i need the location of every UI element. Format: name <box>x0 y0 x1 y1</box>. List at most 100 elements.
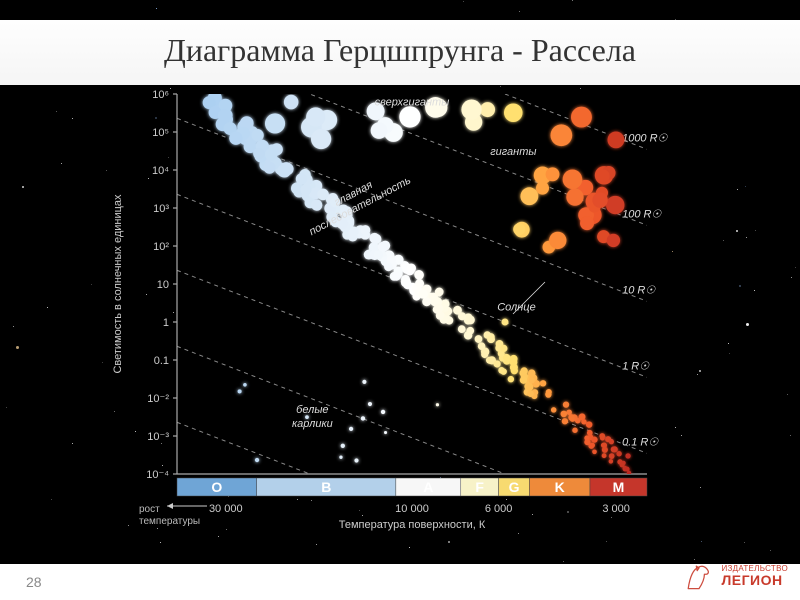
star-point <box>218 109 231 122</box>
star-point <box>435 288 444 297</box>
star-point <box>263 162 275 174</box>
star-point <box>265 113 285 133</box>
publisher-logo: ИЗДАТЕЛЬСТВО ЛЕГИОН <box>681 558 788 594</box>
svg-text:K: K <box>555 479 565 495</box>
svg-text:F: F <box>475 479 484 495</box>
svg-text:10⁻³: 10⁻³ <box>147 431 169 443</box>
star-point <box>368 402 372 406</box>
svg-text:Солнце: Солнце <box>497 302 535 314</box>
star-point <box>311 129 331 149</box>
star-point <box>339 456 342 459</box>
star-point <box>546 167 560 181</box>
star-point <box>529 377 535 383</box>
star-point <box>284 95 299 110</box>
star-point <box>590 443 595 448</box>
star-point <box>520 377 527 384</box>
star-point <box>520 367 527 374</box>
svg-text:O: O <box>211 479 222 495</box>
star-point <box>599 433 605 439</box>
star-point <box>243 383 247 387</box>
star-point <box>510 363 518 371</box>
svg-text:сверхгиганты: сверхгиганты <box>375 96 450 108</box>
star-point <box>360 225 370 235</box>
star-point <box>584 439 590 445</box>
star-point <box>311 199 322 210</box>
star-point <box>500 368 507 375</box>
star-point <box>601 443 606 448</box>
star-point <box>563 401 569 407</box>
star-point <box>296 173 307 184</box>
star-point <box>255 458 259 462</box>
star-point <box>566 188 583 205</box>
star-point <box>536 182 549 195</box>
star-point <box>392 272 401 281</box>
star-point <box>560 411 567 418</box>
svg-text:1: 1 <box>163 317 169 329</box>
svg-text:Температура поверхности, К: Температура поверхности, К <box>339 519 486 531</box>
svg-text:M: M <box>613 479 625 495</box>
svg-text:10: 10 <box>157 279 169 291</box>
slide-title: Диаграмма Герцшпрунга - Рассела <box>0 20 800 85</box>
star-point <box>458 312 466 320</box>
star-point <box>436 403 439 406</box>
star-point <box>528 369 536 377</box>
svg-text:температуры: температуры <box>139 516 200 527</box>
star-point <box>414 270 424 280</box>
star-point <box>586 421 593 428</box>
star-point <box>349 427 353 431</box>
bottom-bar <box>0 564 800 600</box>
star-point <box>317 189 329 201</box>
publisher-big: ЛЕГИОН <box>721 573 788 587</box>
star-point <box>568 414 574 420</box>
svg-text:1000 R☉: 1000 R☉ <box>622 132 668 144</box>
star-point <box>341 444 345 448</box>
svg-text:10 R☉: 10 R☉ <box>622 284 656 296</box>
star-point <box>384 431 387 434</box>
star-point <box>354 458 358 462</box>
star-point <box>300 184 311 195</box>
star-point <box>625 467 630 472</box>
star-point <box>478 342 486 350</box>
star-point <box>592 449 597 454</box>
star-point <box>562 418 568 424</box>
star-point <box>587 430 593 436</box>
star-point <box>591 437 597 443</box>
star-point <box>265 148 278 161</box>
star-point <box>592 192 607 207</box>
horse-icon <box>681 558 717 594</box>
svg-text:рост: рост <box>139 504 160 515</box>
star-point <box>551 407 557 413</box>
svg-text:6 000: 6 000 <box>485 503 513 515</box>
star-point <box>407 264 416 273</box>
star-point <box>549 232 566 249</box>
star-point <box>381 410 385 414</box>
star-point <box>625 453 630 458</box>
svg-text:10⁻²: 10⁻² <box>147 393 169 405</box>
star-point <box>608 131 625 148</box>
star-point <box>572 427 577 432</box>
star-point <box>550 124 572 146</box>
star-point <box>466 315 475 324</box>
star-point <box>619 462 624 467</box>
star-point <box>229 132 242 145</box>
svg-text:белые: белые <box>296 404 328 416</box>
svg-text:10⁵: 10⁵ <box>152 127 169 139</box>
star-point <box>279 165 291 177</box>
svg-text:10 000: 10 000 <box>395 503 429 515</box>
star-point <box>540 380 546 386</box>
star-point <box>609 453 615 459</box>
svg-text:10³: 10³ <box>153 203 169 215</box>
svg-text:3 000: 3 000 <box>602 503 630 515</box>
svg-text:10⁶: 10⁶ <box>152 89 169 101</box>
star-point <box>607 234 620 247</box>
svg-text:100 R☉: 100 R☉ <box>622 208 662 220</box>
star-point <box>606 196 624 214</box>
svg-text:G: G <box>509 479 520 495</box>
svg-text:B: B <box>321 479 331 495</box>
star-point <box>602 453 607 458</box>
svg-text:0.1 R☉: 0.1 R☉ <box>622 436 659 448</box>
star-point <box>580 216 594 230</box>
star-point <box>526 383 533 390</box>
star-point <box>369 233 379 243</box>
star-point <box>609 459 613 463</box>
